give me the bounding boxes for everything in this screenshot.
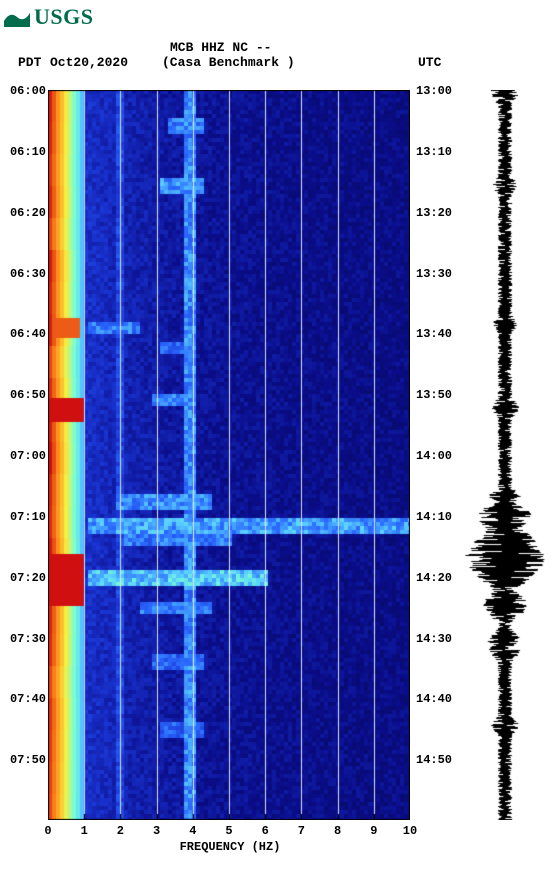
- time-tick-right: 13:20: [416, 206, 452, 220]
- waveform-plot: [464, 90, 546, 820]
- frequency-tick: 1: [81, 824, 88, 838]
- time-tick-left: 07:20: [4, 571, 46, 585]
- time-tick-right: 14:50: [416, 753, 452, 767]
- time-tick-left: 06:00: [4, 84, 46, 98]
- header-timezone-left: PDT: [18, 55, 41, 70]
- header-date: Oct20,2020: [50, 55, 128, 70]
- time-tick-right: 13:10: [416, 145, 452, 159]
- time-tick-right: 13:30: [416, 267, 452, 281]
- time-tick-left: 06:20: [4, 206, 46, 220]
- frequency-tick: 8: [334, 824, 341, 838]
- frequency-tick: 2: [117, 824, 124, 838]
- time-tick-left: 06:10: [4, 145, 46, 159]
- time-tick-left: 06:50: [4, 388, 46, 402]
- header-timezone-right: UTC: [418, 55, 441, 70]
- frequency-tick: 5: [225, 824, 232, 838]
- usgs-logo-text: USGS: [34, 4, 93, 30]
- time-tick-right: 14:30: [416, 632, 452, 646]
- frequency-tick: 7: [298, 824, 305, 838]
- time-tick-right: 14:40: [416, 692, 452, 706]
- frequency-tick: 4: [189, 824, 196, 838]
- frequency-tick: 3: [153, 824, 160, 838]
- time-tick-left: 07:00: [4, 449, 46, 463]
- header-station-name: (Casa Benchmark ): [162, 55, 295, 70]
- time-tick-left: 06:40: [4, 327, 46, 341]
- frequency-tick: 6: [262, 824, 269, 838]
- time-tick-right: 14:10: [416, 510, 452, 524]
- time-tick-right: 13:50: [416, 388, 452, 402]
- frequency-tick: 10: [403, 824, 417, 838]
- spectrogram-plot: [48, 90, 410, 820]
- usgs-logo: USGS: [4, 4, 93, 30]
- time-tick-left: 07:30: [4, 632, 46, 646]
- time-tick-right: 14:20: [416, 571, 452, 585]
- time-tick-left: 06:30: [4, 267, 46, 281]
- time-tick-right: 13:00: [416, 84, 452, 98]
- time-tick-left: 07:10: [4, 510, 46, 524]
- frequency-tick: 9: [370, 824, 377, 838]
- time-tick-left: 07:50: [4, 753, 46, 767]
- time-tick-right: 14:00: [416, 449, 452, 463]
- header-station-code: MCB HHZ NC --: [170, 40, 271, 55]
- frequency-tick: 0: [44, 824, 51, 838]
- time-tick-right: 13:40: [416, 327, 452, 341]
- time-tick-left: 07:40: [4, 692, 46, 706]
- frequency-axis-label: FREQUENCY (HZ): [180, 840, 281, 854]
